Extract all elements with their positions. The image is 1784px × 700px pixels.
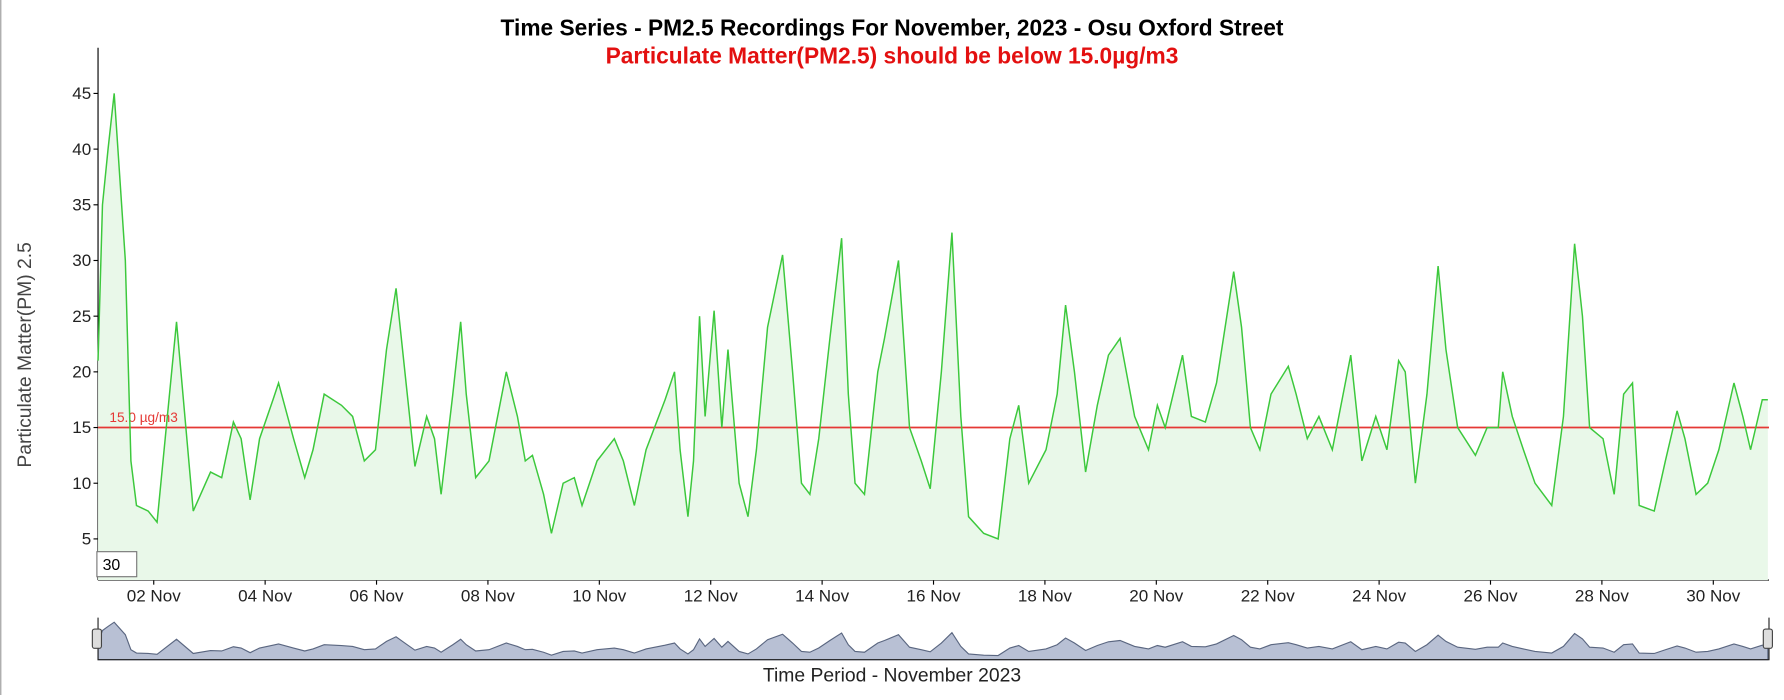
x-tick-label: 04 Nov xyxy=(238,587,292,606)
rolling-period-value[interactable]: 30 xyxy=(103,557,121,574)
range-selector-plot xyxy=(97,621,1769,661)
y-tick-label: 40 xyxy=(72,140,91,159)
x-tick-label: 10 Nov xyxy=(572,587,626,606)
x-tick-label: 22 Nov xyxy=(1241,587,1295,606)
y-tick-label: 10 xyxy=(72,474,91,493)
rolling-period-input[interactable] xyxy=(96,551,138,578)
x-tick-label: 20 Nov xyxy=(1129,587,1183,606)
x-tick-label: 26 Nov xyxy=(1463,587,1517,606)
x-tick-label: 24 Nov xyxy=(1352,587,1406,606)
threshold-label: 15.0 µg/m3 xyxy=(109,410,177,425)
x-tick-label: 16 Nov xyxy=(907,587,961,606)
y-axis-label: Particulate Matter(PM) 2.5 xyxy=(15,242,36,468)
y-tick-label: 15 xyxy=(72,418,91,437)
x-tick-label: 12 Nov xyxy=(684,587,738,606)
range-handle[interactable] xyxy=(1762,628,1773,649)
x-axis-label: Time Period - November 2023 xyxy=(763,665,1021,686)
x-tick-label: 30 Nov xyxy=(1686,587,1740,606)
x-tick-label: 28 Nov xyxy=(1575,587,1629,606)
y-tick-label: 20 xyxy=(72,363,91,382)
y-tick-label: 45 xyxy=(72,84,91,103)
x-tick-label: 06 Nov xyxy=(350,587,404,606)
chart-subtitle: Particulate Matter(PM2.5) should be belo… xyxy=(606,43,1179,69)
range-handle[interactable] xyxy=(91,628,103,649)
chart-title: Time Series - PM2.5 Recordings For Novem… xyxy=(501,14,1284,40)
y-tick-label: 30 xyxy=(72,251,91,270)
x-tick-label: 08 Nov xyxy=(461,587,515,606)
y-tick-label: 35 xyxy=(72,195,91,214)
x-tick-label: 02 Nov xyxy=(127,587,181,606)
x-tick-label: 14 Nov xyxy=(795,587,849,606)
area xyxy=(98,93,1768,581)
x-tick-label: 18 Nov xyxy=(1018,587,1072,606)
y-tick-label: 25 xyxy=(72,307,91,326)
y-tick-label: 5 xyxy=(82,530,91,549)
line xyxy=(97,93,1768,540)
